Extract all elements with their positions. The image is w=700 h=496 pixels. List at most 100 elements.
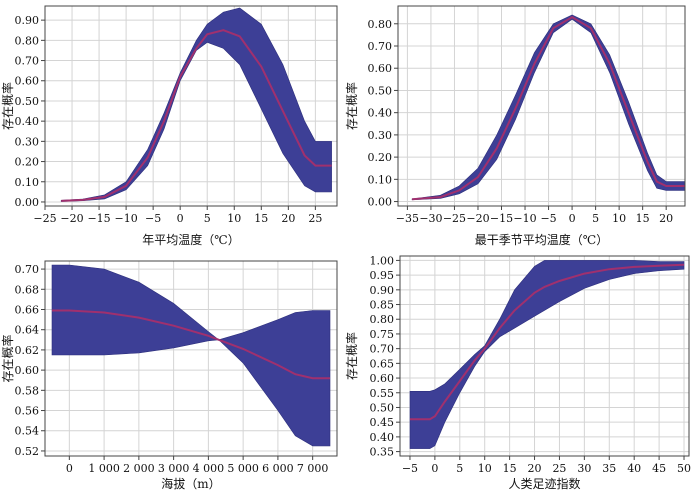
y-tick-label: 0.70 — [15, 55, 40, 68]
y-axis-title: 存在概率 — [344, 332, 359, 380]
mean-response-line — [410, 263, 685, 421]
x-tick-label: −25 — [33, 212, 56, 225]
x-tick-label: 5 — [592, 212, 599, 225]
x-tick-label: 3 000 — [158, 462, 190, 475]
y-tick-label: 0.66 — [15, 303, 40, 316]
x-tick-label: 10 — [612, 212, 626, 225]
x-tick-label: 20 — [659, 212, 673, 225]
x-tick-label: −35 — [396, 212, 419, 225]
y-tick-label: 0.35 — [370, 446, 395, 459]
x-tick-label: 5 000 — [227, 462, 259, 475]
y-tick-label: 0.60 — [15, 364, 40, 377]
plot-frame — [399, 255, 690, 457]
y-tick-label: 0.40 — [370, 431, 395, 444]
y-tick-label: 0.64 — [15, 324, 40, 337]
y-tick-label: 0.70 — [15, 263, 40, 276]
x-tick-label: 1 000 — [88, 462, 120, 475]
y-tick-label: 0.62 — [15, 344, 40, 357]
y-tick-label: 0.10 — [15, 176, 40, 189]
chart-panel-1: −25 −20 −15 −10 −5 0 5 10 15 20 25 0.00 0.10 0.20 0.30… — [0, 5, 338, 247]
y-axis-title: 存在概率 — [344, 82, 359, 130]
x-tick-label: 15 — [636, 212, 650, 225]
x-tick-label: −20 — [466, 212, 489, 225]
x-tick-label: −30 — [419, 212, 442, 225]
y-tick-label: 0.45 — [370, 416, 395, 429]
y-tick-label: 0.52 — [15, 445, 40, 458]
y-tick-label: 0.70 — [370, 343, 395, 356]
y-tick-label: 0.54 — [15, 425, 40, 438]
plot-frame — [397, 5, 686, 207]
y-tick-label: 0.75 — [370, 328, 395, 341]
x-tick-label: −5 — [402, 462, 418, 475]
x-tick-label: −25 — [443, 212, 466, 225]
y-tick-label: 1.00 — [370, 254, 395, 267]
x-tick-label: −20 — [60, 212, 83, 225]
x-tick-label: 20 — [528, 462, 542, 475]
y-tick-label: 0.65 — [370, 357, 395, 370]
y-tick-label: 0.60 — [368, 62, 393, 75]
y-tick-label: 0.56 — [15, 405, 40, 418]
x-tick-label: 6 000 — [262, 462, 294, 475]
confidence-band — [409, 260, 685, 449]
chart-panel-4: −5 0 5 10 15 20 25 30 35 40 45 500.350.400.450.500.… — [344, 254, 691, 491]
x-tick-label: 0 — [66, 462, 73, 475]
x-tick-label: 35 — [602, 462, 616, 475]
x-tick-label: −10 — [115, 212, 138, 225]
x-axis-title: 最干季节平均温度（℃） — [475, 232, 608, 247]
chart-panel-3: 0 1 000 2 000 3 000 4 000 5 000 6 000 7 000 0.52… — [0, 260, 338, 491]
plot-frame — [44, 260, 338, 457]
y-tick-label: 0.40 — [368, 107, 393, 120]
x-tick-label: 15 — [503, 462, 517, 475]
plot-frame — [44, 5, 338, 207]
x-axis-title: 人类足迹指数 — [508, 476, 580, 491]
x-tick-label: 2 000 — [123, 462, 155, 475]
x-tick-label: 4 000 — [193, 462, 225, 475]
y-tick-label: 0.58 — [15, 384, 40, 397]
x-tick-label: 5 — [456, 462, 463, 475]
y-tick-label: 0.30 — [15, 135, 40, 148]
y-tick-label: 0.70 — [368, 40, 393, 53]
y-tick-label: 0.80 — [368, 18, 393, 31]
mean-response-line — [52, 309, 330, 380]
y-tick-label: 0.85 — [370, 299, 395, 312]
y-tick-label: 0.80 — [15, 34, 40, 47]
chart-panel-2: −35 −30 −25 −20 −15 −10 −5 0 5 10 15 20 0.00 0.10 0.20… — [344, 5, 686, 247]
y-tick-label: 0.00 — [368, 196, 393, 209]
x-tick-label: 10 — [478, 462, 492, 475]
y-tick-label: 0.50 — [15, 95, 40, 108]
x-tick-label: 5 — [204, 212, 211, 225]
x-tick-label: −15 — [490, 212, 513, 225]
mean-response-line — [412, 15, 685, 201]
y-tick-label: 0.00 — [15, 196, 40, 209]
y-tick-label: 0.60 — [370, 372, 395, 385]
x-tick-label: 10 — [227, 212, 241, 225]
x-tick-label: 45 — [652, 462, 666, 475]
y-tick-label: 0.20 — [368, 151, 393, 164]
y-tick-label: 0.10 — [368, 173, 393, 186]
x-tick-label: −5 — [145, 212, 161, 225]
y-axis-title: 存在概率 — [0, 334, 15, 382]
y-tick-label: 0.68 — [15, 283, 40, 296]
x-tick-label: −15 — [87, 212, 110, 225]
x-tick-label: 20 — [281, 212, 295, 225]
x-tick-label: 0 — [431, 462, 438, 475]
x-tick-label: −10 — [513, 212, 536, 225]
confidence-band — [60, 7, 332, 202]
y-tick-label: 0.40 — [15, 115, 40, 128]
y-tick-label: 0.95 — [370, 269, 395, 282]
y-tick-label: 0.90 — [15, 14, 40, 27]
y-tick-label: 0.60 — [15, 75, 40, 88]
x-axis-title: 海拔（m） — [161, 476, 220, 491]
y-tick-label: 0.20 — [15, 156, 40, 169]
x-axis-title: 年平均温度（℃） — [142, 232, 239, 247]
x-tick-label: 30 — [577, 462, 591, 475]
y-tick-label: 0.30 — [368, 129, 393, 142]
x-tick-label: 50 — [677, 462, 691, 475]
y-axis-title: 存在概率 — [0, 82, 15, 130]
x-tick-label: 25 — [552, 462, 566, 475]
mean-response-line — [61, 29, 332, 202]
y-tick-label: 0.50 — [370, 401, 395, 414]
x-tick-label: 0 — [177, 212, 184, 225]
